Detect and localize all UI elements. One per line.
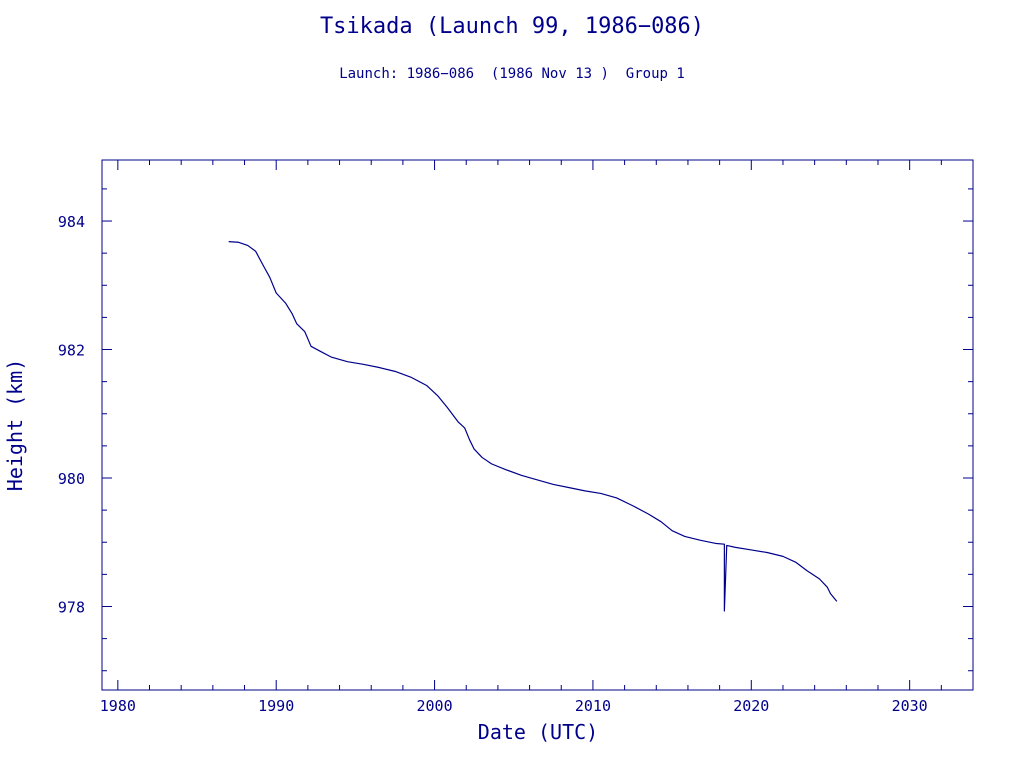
chart-subtitle: Launch: 1986−086 (1986 Nov 13 ) Group 1: [339, 66, 685, 82]
y-tick-label: 984: [58, 213, 85, 231]
plot-frame: [101, 159, 974, 691]
chart-title: Tsikada (Launch 99, 1986−086): [319, 14, 705, 39]
y-axis-label: Height (km): [3, 359, 27, 491]
series-layer: [228, 240, 838, 612]
y-axis: 978 980 982 984: [58, 188, 973, 672]
x-tick-label: 2030: [892, 697, 928, 715]
x-axis: 1980 1990 2000 2010 2020 2030: [100, 160, 974, 715]
height-series-line: [228, 240, 838, 612]
x-axis-label: Date (UTC): [478, 720, 598, 744]
x-tick-label: 2010: [575, 697, 611, 715]
x-tick-label: 1980: [100, 697, 136, 715]
y-tick-label: 982: [58, 342, 85, 360]
x-tick-label: 1990: [258, 697, 294, 715]
y-tick-label: 980: [58, 470, 85, 488]
x-tick-label: 2020: [733, 697, 769, 715]
x-tick-label: 2000: [417, 697, 453, 715]
plot-area: [101, 159, 974, 691]
y-tick-label: 978: [58, 598, 85, 616]
